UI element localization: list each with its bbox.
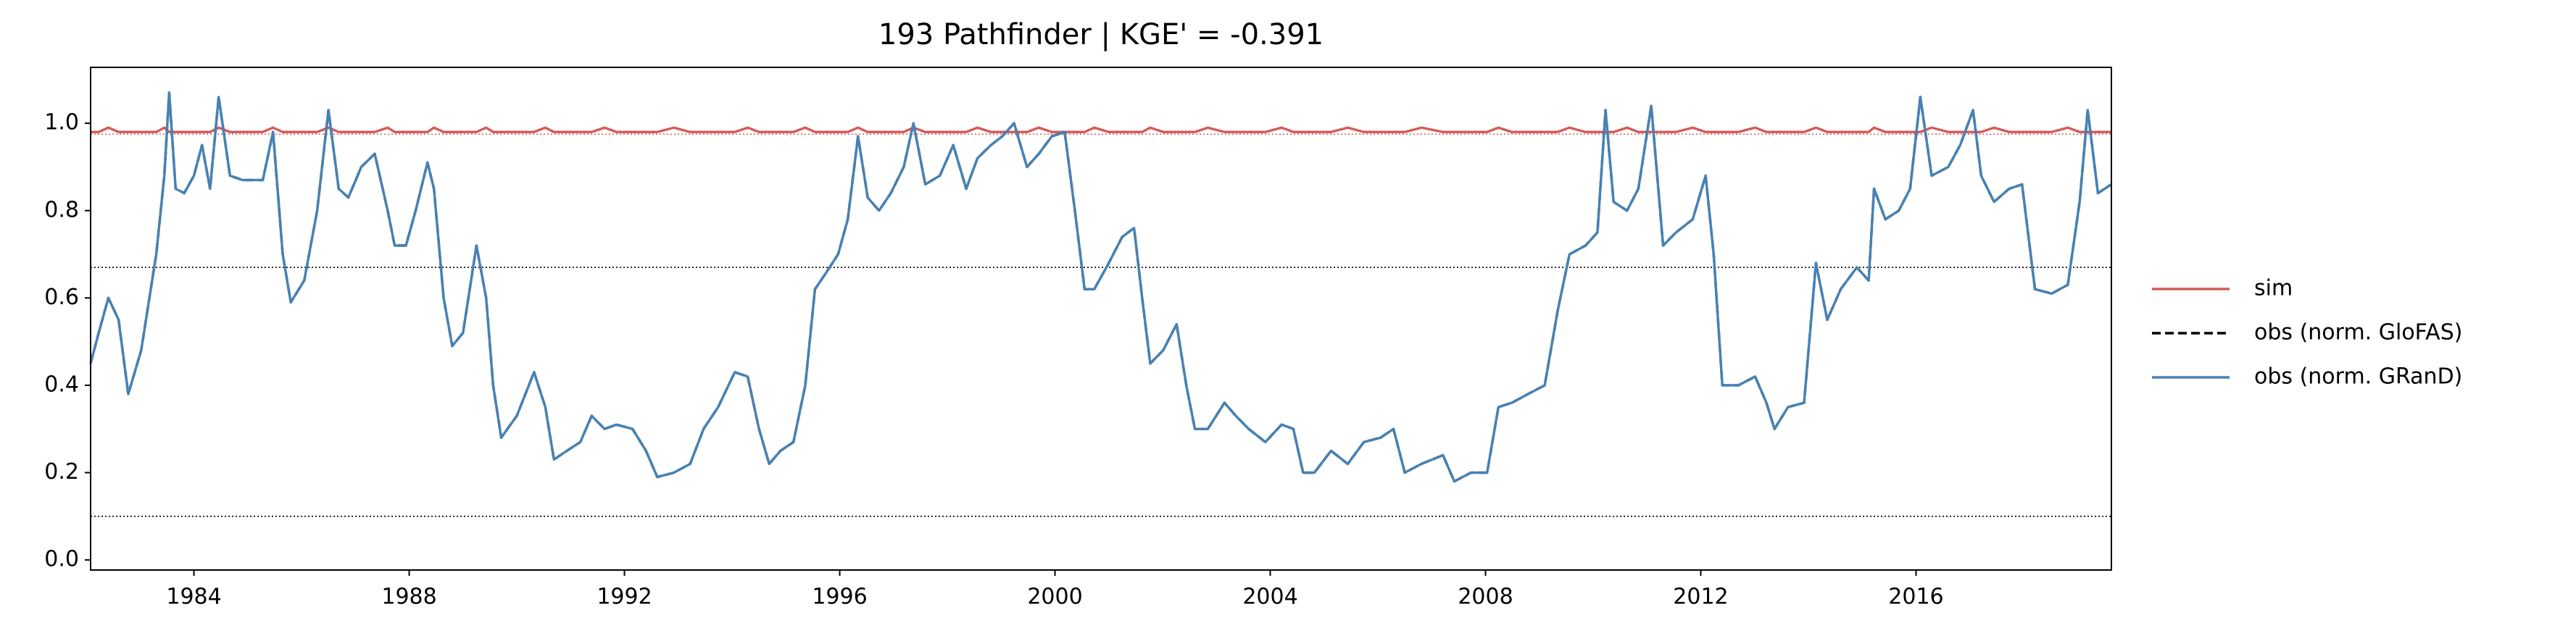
chart-title: 193 Pathfinder | KGE' = -0.391 <box>878 18 1324 51</box>
plot-frame <box>90 67 2112 571</box>
x-tick-label: 2004 <box>1242 585 1297 610</box>
x-tick-label: 1984 <box>166 585 221 610</box>
series-line <box>89 91 2112 483</box>
y-tick-label: 0.2 <box>44 459 79 485</box>
x-tick-label: 2008 <box>1458 585 1513 610</box>
series-line <box>91 126 2111 133</box>
x-tick-label: 2016 <box>1888 585 1943 610</box>
y-tick-label: 0.0 <box>44 547 79 572</box>
x-tick-label: 2012 <box>1673 585 1728 610</box>
legend-label: obs (norm. GloFAS) <box>2254 320 2462 345</box>
y-tick-label: 0.4 <box>44 372 79 397</box>
x-tick-label: 1992 <box>597 585 652 610</box>
series-line <box>89 91 2112 483</box>
y-tick-label: 1.0 <box>44 110 79 135</box>
x-tick-label: 1988 <box>381 585 436 610</box>
x-tick-label: 1996 <box>812 585 867 610</box>
x-tick-label: 2000 <box>1027 585 1082 610</box>
y-tick-label: 0.8 <box>44 197 79 222</box>
y-tick-label: 0.6 <box>44 285 79 310</box>
legend-label: sim <box>2254 276 2293 301</box>
legend-label: obs (norm. GRanD) <box>2254 364 2462 390</box>
